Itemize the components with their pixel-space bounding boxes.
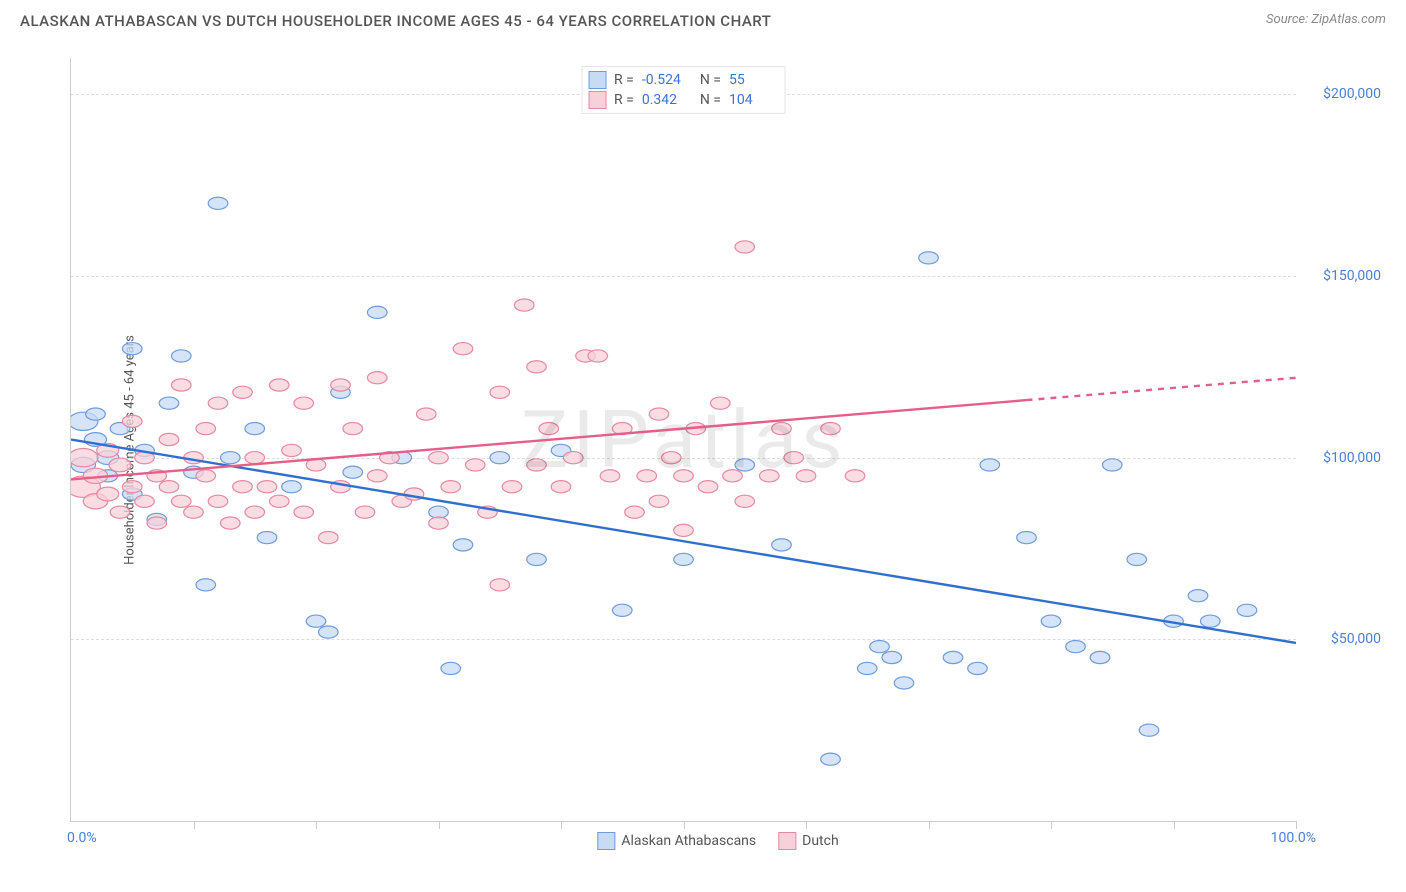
r-value: 0.342 xyxy=(642,92,692,108)
series-name: Alaskan Athabascans xyxy=(621,833,756,849)
legend-swatch xyxy=(588,91,606,109)
y-tick-label: $150,000 xyxy=(1323,268,1381,284)
x-tick xyxy=(561,821,562,829)
legend-swatch xyxy=(778,832,796,850)
x-tick xyxy=(194,821,195,829)
series-name: Dutch xyxy=(802,833,839,849)
stats-legend: R = -0.524 N = 55 R = 0.342 N = 104 xyxy=(581,66,786,114)
n-label: N = xyxy=(700,72,721,88)
y-tick-label: $200,000 xyxy=(1323,86,1381,102)
x-tick xyxy=(1296,821,1297,829)
r-value: -0.524 xyxy=(642,72,692,88)
trend-line xyxy=(1027,378,1297,400)
y-tick-label: $100,000 xyxy=(1323,450,1381,466)
x-min-label: 0.0% xyxy=(67,830,97,846)
legend-item: Alaskan Athabascans xyxy=(597,832,756,850)
chart-container: Householder Income Ages 45 - 64 years ZI… xyxy=(50,48,1386,852)
x-tick xyxy=(929,821,930,829)
x-tick xyxy=(439,821,440,829)
x-tick xyxy=(316,821,317,829)
r-label: R = xyxy=(614,92,634,108)
r-label: R = xyxy=(614,72,634,88)
stats-row: R = 0.342 N = 104 xyxy=(588,90,779,110)
plot-area: ZIPatlas R =-0.524N =55R =0.342N =104 0.… xyxy=(70,58,1296,822)
trend-line xyxy=(71,440,1296,643)
source-label: Source: ZipAtlas.com xyxy=(1266,12,1386,27)
x-tick xyxy=(1051,821,1052,829)
x-tick xyxy=(1174,821,1175,829)
chart-title: ALASKAN ATHABASCAN VS DUTCH HOUSEHOLDER … xyxy=(20,12,771,30)
trend-line xyxy=(71,400,1027,479)
series-legend: Alaskan Athabascans Dutch xyxy=(597,832,838,850)
x-tick xyxy=(684,821,685,829)
x-max-label: 100.0% xyxy=(1271,830,1316,846)
n-label: N = xyxy=(700,92,721,108)
trend-lines-layer xyxy=(71,58,1296,821)
n-value: 55 xyxy=(729,72,779,88)
n-value: 104 xyxy=(729,92,779,108)
stats-row: R = -0.524 N = 55 xyxy=(588,70,779,90)
legend-item: Dutch xyxy=(778,832,839,850)
y-tick-label: $50,000 xyxy=(1331,631,1381,647)
legend-swatch xyxy=(597,832,615,850)
legend-swatch xyxy=(588,71,606,89)
x-tick xyxy=(806,821,807,829)
